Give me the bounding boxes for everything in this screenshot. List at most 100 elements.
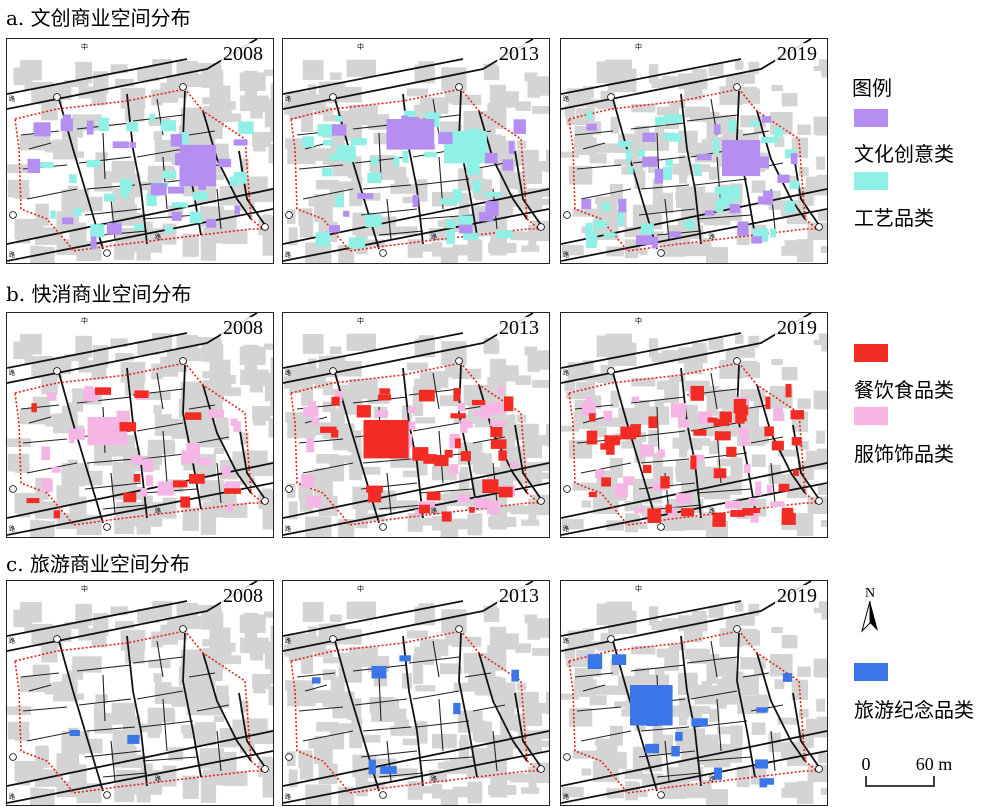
shop-parcel — [192, 191, 209, 201]
svg-text:路: 路 — [285, 637, 291, 645]
shop-parcel — [41, 446, 51, 461]
shop-parcel — [84, 386, 94, 396]
shop-parcel — [149, 113, 156, 122]
shop-parcel — [690, 455, 697, 470]
large-shop-parcel — [722, 140, 761, 177]
shop-parcel — [466, 162, 480, 176]
shop-parcel — [357, 193, 374, 199]
shop-parcel — [792, 469, 799, 476]
shop-parcel — [457, 494, 470, 503]
legend-swatch-cultural-creative — [854, 109, 888, 127]
shop-parcel — [90, 236, 97, 250]
shop-parcel — [331, 396, 340, 406]
shop-parcel — [311, 417, 320, 425]
shop-parcel — [311, 677, 321, 684]
shop-parcel — [648, 416, 658, 429]
shop-parcel — [728, 119, 736, 132]
shop-parcel — [69, 174, 77, 183]
shop-parcel — [480, 403, 491, 419]
legend-label-clothing: 服饰饰品类 — [854, 442, 954, 466]
legend-swatch-food — [854, 344, 888, 362]
shop-parcel — [189, 473, 205, 484]
map-panel-c-2013: 中路路路 2013 — [282, 580, 550, 806]
shop-parcel — [758, 196, 763, 205]
shop-parcel — [729, 204, 740, 214]
shop-parcel — [657, 449, 665, 458]
svg-text:中: 中 — [635, 316, 642, 325]
shop-parcel — [441, 511, 452, 522]
shop-parcel — [145, 475, 154, 487]
shop-parcel — [748, 497, 756, 507]
map-panel-b-2008: 中路路路 2008 — [6, 312, 274, 538]
shop-parcel — [582, 401, 596, 417]
shop-parcel — [424, 151, 437, 158]
shop-parcel — [691, 718, 708, 727]
shop-parcel — [306, 438, 315, 453]
shop-parcel — [134, 390, 149, 398]
svg-text:路: 路 — [431, 507, 437, 515]
shop-parcel — [784, 149, 797, 159]
shop-parcel — [782, 673, 793, 682]
shop-parcel — [771, 440, 784, 451]
shop-parcel — [233, 139, 248, 146]
shop-parcel — [479, 211, 494, 222]
shop-parcel — [472, 179, 481, 193]
shop-parcel — [665, 504, 672, 513]
shop-parcel — [690, 385, 704, 401]
shop-parcel — [74, 207, 82, 216]
shop-parcel — [380, 766, 397, 774]
shop-parcel — [68, 428, 85, 440]
shop-parcel — [654, 168, 664, 184]
shop-parcel — [595, 469, 605, 479]
shop-parcel — [667, 507, 678, 517]
shop-parcel — [31, 403, 37, 413]
shop-parcel — [484, 191, 502, 197]
shop-parcel — [712, 512, 726, 527]
shop-parcel — [150, 183, 167, 196]
shop-parcel — [171, 211, 182, 221]
shop-parcel — [94, 387, 112, 395]
shop-parcel — [489, 402, 507, 414]
shop-parcel — [498, 486, 513, 498]
legend-swatch-souvenir — [854, 663, 888, 681]
shop-parcel — [652, 236, 658, 249]
shop-parcel — [678, 419, 689, 428]
shop-parcel — [761, 116, 772, 123]
shop-parcel — [790, 410, 805, 420]
shop-parcel — [759, 778, 768, 788]
shop-parcel — [418, 389, 435, 402]
shop-parcel — [335, 116, 343, 122]
shop-parcel — [368, 490, 382, 503]
svg-text:路: 路 — [563, 637, 569, 645]
shop-parcel — [120, 184, 129, 198]
shop-parcel — [162, 170, 177, 179]
svg-text:中: 中 — [635, 584, 642, 593]
shop-parcel — [495, 230, 513, 239]
shop-parcel — [713, 124, 721, 135]
shop-parcel — [83, 391, 99, 402]
shop-parcel — [719, 411, 732, 423]
shop-parcel — [453, 388, 461, 402]
shop-parcel — [238, 121, 254, 135]
shop-parcel — [320, 426, 337, 433]
svg-text:路: 路 — [9, 793, 15, 801]
svg-text:路: 路 — [285, 95, 291, 103]
year-label: 2008 — [221, 43, 265, 66]
shop-parcel — [473, 497, 490, 509]
svg-text:中: 中 — [81, 316, 88, 325]
shop-parcel — [634, 507, 645, 514]
shop-parcel — [27, 158, 41, 174]
svg-text:路: 路 — [563, 95, 569, 103]
shop-parcel — [175, 153, 181, 166]
shop-parcel — [751, 236, 762, 244]
map-panel-a-2019: 中路路路 2019 — [560, 38, 828, 264]
shop-parcel — [665, 114, 683, 123]
shop-parcel — [600, 443, 610, 450]
shop-parcel — [403, 110, 416, 123]
shop-parcel — [770, 228, 776, 238]
shop-parcel — [764, 426, 774, 437]
shop-parcel — [601, 477, 611, 487]
